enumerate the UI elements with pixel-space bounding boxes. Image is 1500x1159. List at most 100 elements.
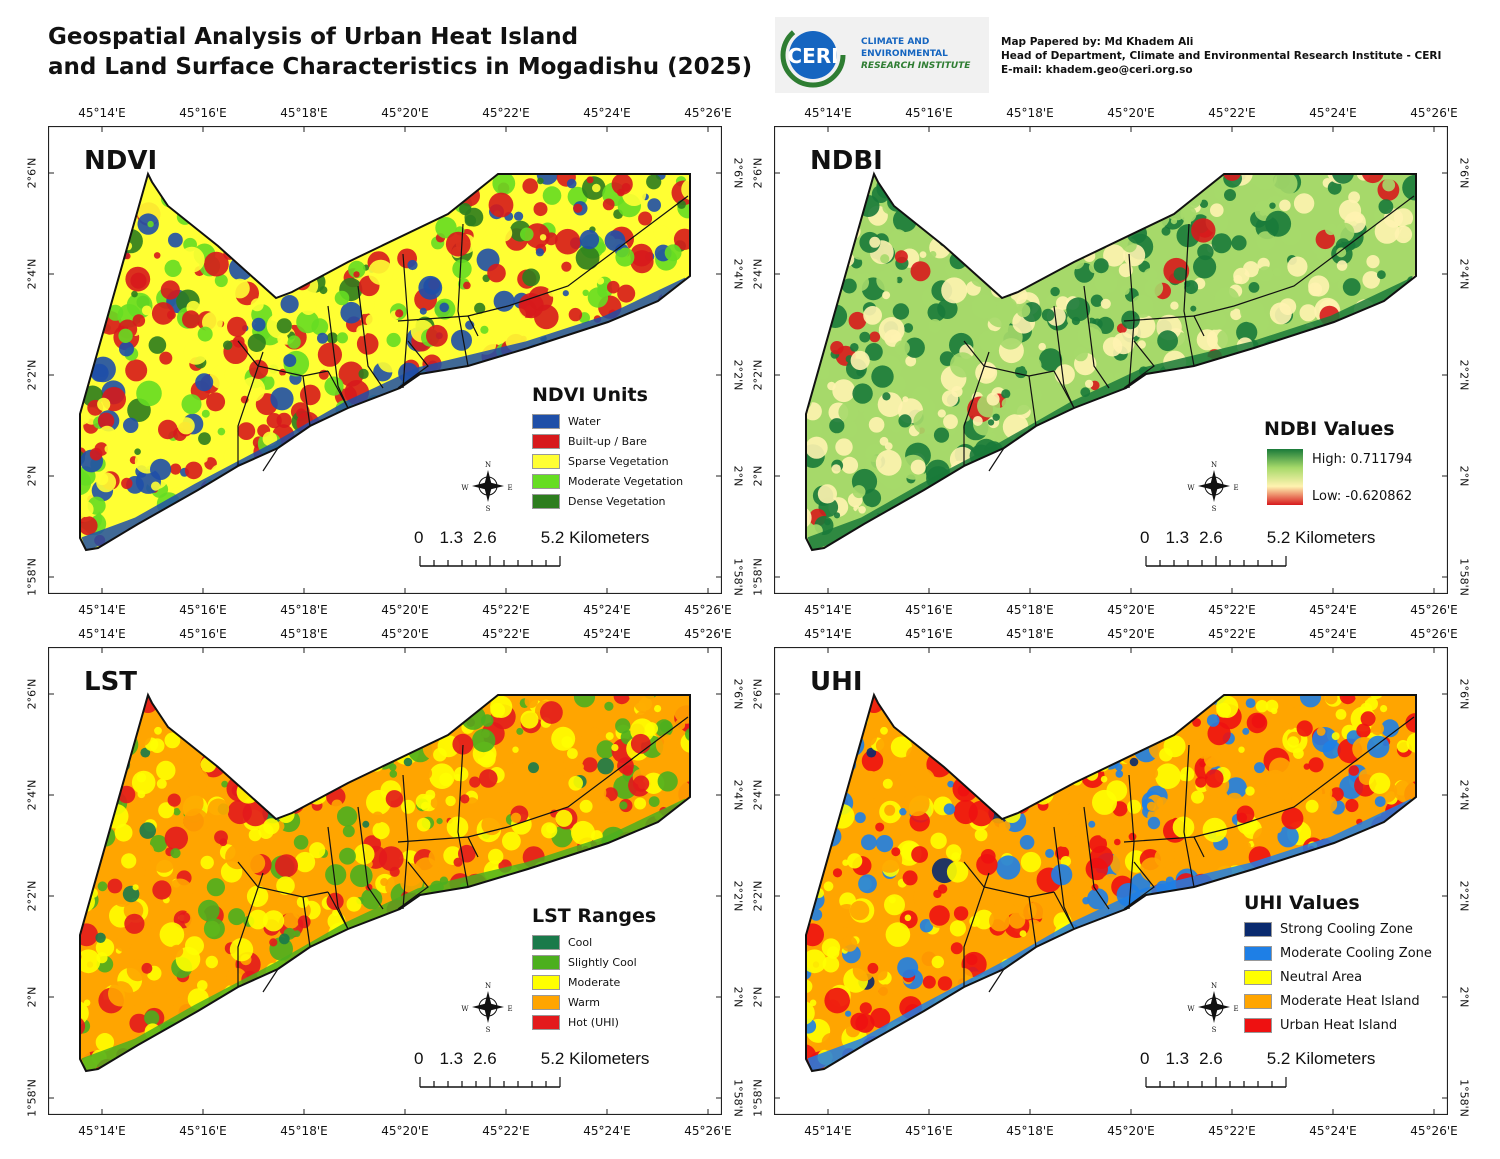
legend-label: Moderate Vegetation (568, 475, 684, 488)
lon-label: 45°18'E (1006, 603, 1054, 617)
lon-label: 45°20'E (1107, 627, 1155, 641)
lat-label-right: 1°58'N (1457, 1079, 1471, 1117)
legend-item-ndvi: Built-up / Bare (532, 434, 647, 449)
district-boundary (1028, 896, 1037, 948)
north-arrow: N S E W (1187, 461, 1238, 513)
credits-position: Head of Department, Climate and Environm… (1001, 50, 1442, 62)
legend-swatch (532, 955, 560, 970)
legend-title-lst: LST Ranges (532, 905, 657, 927)
legend-label: Cool (568, 936, 593, 949)
legend-item-lst: Warm (532, 995, 600, 1010)
study-area-boundary (805, 692, 1417, 1073)
lat-label-left: 1°58'N (25, 1079, 39, 1117)
study-area-boundary (79, 171, 691, 552)
district-boundary (302, 896, 311, 948)
lat-label-right: 2°2'N (731, 880, 745, 912)
lon-label: 45°14'E (78, 627, 126, 641)
lon-label: 45°16'E (905, 603, 953, 617)
district-boundary (1053, 305, 1075, 409)
district-boundary (327, 305, 349, 409)
scale-numbers: 0 1.3 2.6 5.2 Kilometers (414, 528, 649, 548)
legend-item-lst: Cool (532, 935, 592, 950)
logo-globe (789, 31, 837, 79)
district-boundary (457, 223, 469, 367)
map-panel-uhi: N S E W UHI 0 1.3 2.6 5.2 Kilometers UHI Values St… (774, 647, 1448, 1115)
lon-label: 45°14'E (804, 603, 852, 617)
legend-label: Moderate Heat Island (1280, 994, 1420, 1009)
scale-label-2: 2.6 (1199, 528, 1223, 547)
lon-label: 45°22'E (1208, 106, 1256, 120)
map-frame-uhi[interactable]: N S E W (774, 647, 1448, 1115)
legend-title-ndbi: NDBI Values (1264, 418, 1395, 440)
district-boundary (237, 351, 264, 466)
panel-title-ndbi: NDBI (810, 146, 883, 176)
lat-label-right: 2°6'N (731, 157, 745, 189)
lat-label-right: 2°2'N (731, 359, 745, 391)
district-boundary (402, 774, 409, 910)
scale-label-2: 2.6 (473, 528, 497, 547)
logo-line-3: RESEARCH INSTITUTE (861, 61, 971, 71)
compass-w-label: W (1187, 1005, 1195, 1013)
lat-label-right: 2°6'N (731, 678, 745, 710)
study-area-boundary (805, 171, 1417, 552)
lon-label: 45°26'E (684, 603, 732, 617)
scale-numbers: 0 1.3 2.6 5.2 Kilometers (414, 1049, 649, 1069)
lon-label: 45°18'E (280, 627, 328, 641)
north-arrow: N S E W (461, 461, 512, 513)
lat-label-right: 2°6'N (1457, 678, 1471, 710)
panel-title-lst: LST (84, 667, 138, 697)
district-boundary (397, 340, 429, 389)
compass-s-label: S (486, 1026, 491, 1034)
district-boundary (357, 285, 384, 389)
credits-author: Map Papered by: Md Khadem Ali (1001, 36, 1194, 48)
map-title-line-1: Geospatial Analysis of Urban Heat Island (48, 24, 579, 50)
district-boundary (327, 826, 349, 930)
legend-swatch (1244, 970, 1272, 985)
lon-label: 45°20'E (1107, 603, 1155, 617)
lon-label: 45°14'E (804, 627, 852, 641)
lat-label-left: 2°N (25, 986, 39, 1008)
map-frame-ndbi[interactable]: N S E W (774, 126, 1448, 594)
lon-label: 45°16'E (179, 1124, 227, 1138)
map-frame-lst[interactable]: N S E W (48, 647, 722, 1115)
district-boundary (467, 716, 689, 838)
logo-acronym: CERI (787, 44, 838, 68)
scale-label-2: 2.6 (473, 1049, 497, 1068)
lat-label-right: 2°2'N (1457, 880, 1471, 912)
scale-label-3: 5.2 Kilometers (1266, 1049, 1376, 1068)
scale-label-3: 5.2 Kilometers (1266, 528, 1376, 547)
lat-label-left: 2°4'N (751, 258, 765, 290)
ndbi-color-ramp (1267, 449, 1303, 505)
district-boundary (302, 375, 311, 427)
legend-swatch (532, 975, 560, 990)
legend-title-ndvi: NDVI Units (532, 384, 648, 406)
legend-item-lst: Hot (UHI) (532, 1015, 619, 1030)
legend-label: Water (568, 415, 601, 428)
lon-label: 45°24'E (1309, 106, 1357, 120)
district-boundary (963, 861, 1055, 898)
lon-label: 45°22'E (482, 1124, 530, 1138)
lon-label: 45°26'E (1410, 1124, 1458, 1138)
district-boundary (262, 968, 279, 993)
lon-label: 45°22'E (482, 106, 530, 120)
scale-label-0: 0 (1140, 1049, 1150, 1068)
district-boundary (1053, 826, 1075, 930)
lon-label: 45°20'E (1107, 106, 1155, 120)
legend-label: Warm (568, 996, 600, 1009)
legend-swatch (532, 995, 560, 1010)
lat-label-left: 2°2'N (751, 880, 765, 912)
district-boundary (262, 447, 279, 472)
scale-numbers: 0 1.3 2.6 5.2 Kilometers (1140, 528, 1375, 548)
legend-label: Slightly Cool (568, 956, 637, 969)
lat-label-left: 2°6'N (25, 157, 39, 189)
lon-label: 45°22'E (482, 627, 530, 641)
lon-label: 45°24'E (583, 1124, 631, 1138)
compass-w-label: W (461, 1005, 469, 1013)
district-boundary (1123, 340, 1155, 389)
lon-label: 45°16'E (179, 106, 227, 120)
map-frame-ndvi[interactable]: N S E W (48, 126, 722, 594)
lon-label: 45°24'E (1309, 603, 1357, 617)
ceri-logo: CERI CLIMATE AND ENVIRONMENTAL RESEARCH … (775, 17, 989, 93)
legend-item-uhi: Moderate Cooling Zone (1244, 946, 1432, 961)
district-boundary (1183, 223, 1195, 367)
